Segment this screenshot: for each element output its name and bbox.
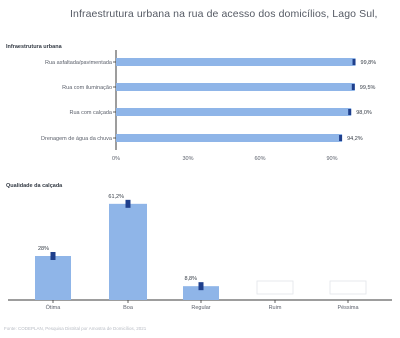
bar (183, 286, 219, 300)
x-category-label: Ruim (269, 305, 282, 311)
x-category-label: Regular (191, 305, 210, 311)
bar-top-marker (198, 282, 204, 291)
bar (116, 134, 343, 142)
infra-chart-title: Infraestrutura urbana (6, 44, 62, 50)
bar-end-marker (339, 135, 343, 141)
calcada-chart-title: Qualidade da calçada (6, 183, 63, 189)
bar-end-marker (348, 109, 352, 115)
bar-end-marker (351, 84, 355, 90)
category-label: Rua com iluminação (62, 85, 112, 91)
x-tick-label: 60% (254, 156, 265, 162)
empty-bar-placeholder (256, 280, 294, 295)
calcada-bar-chart: 28% Ótima 61,2% Boa 8,8% Regular Ruim Péssima (8, 194, 392, 311)
x-category-label: Boa (123, 305, 134, 311)
page-title: Infraestrutura urbana na rua de acesso d… (70, 8, 378, 20)
data-label: 94,2% (347, 136, 363, 142)
x-tick-label: 0% (112, 156, 120, 162)
data-label: 61,2% (108, 194, 124, 200)
data-label: 28% (38, 246, 49, 252)
bar-top-marker (125, 199, 131, 208)
bar-end-marker (352, 59, 356, 65)
x-tick-label: 30% (182, 156, 193, 162)
bar-top-marker (50, 252, 56, 260)
bar (116, 83, 355, 91)
category-label: Drenagem de água da chuva (41, 136, 113, 142)
bar (116, 108, 352, 116)
bar (109, 203, 147, 300)
data-label: 99,8% (361, 60, 377, 66)
x-tick-label: 90% (326, 156, 337, 162)
bar (35, 256, 71, 300)
x-category-label: Péssima (337, 305, 359, 311)
category-label: Rua asfaltada/pavimentada (45, 60, 113, 66)
data-label: 99,5% (360, 85, 376, 91)
x-category-label: Ótima (46, 304, 62, 311)
data-label: 8,8% (184, 276, 197, 282)
data-label: 98,0% (356, 110, 372, 116)
infra-bar-chart: Rua asfaltada/pavimentada 99,8% Rua com il… (41, 50, 376, 162)
bar (116, 58, 356, 66)
category-label: Rua com calçada (70, 110, 113, 116)
empty-bar-placeholder (329, 280, 367, 295)
source-footnote: Fonte: CODEPLAN, Pesquisa Distrital por … (4, 326, 147, 331)
